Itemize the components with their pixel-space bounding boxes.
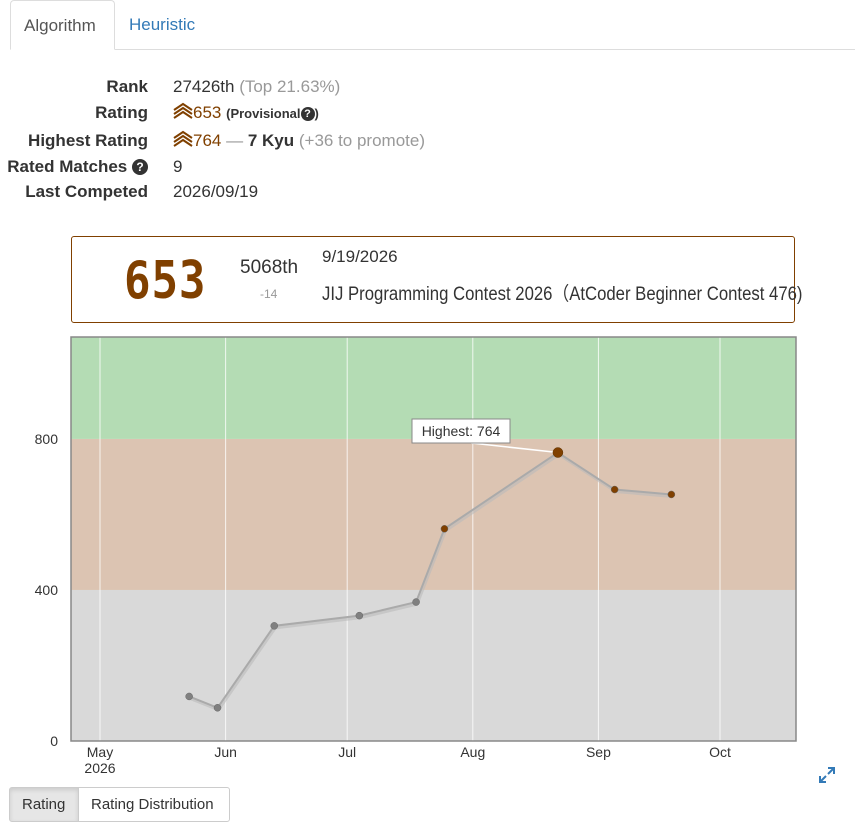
y-tick-label: 400	[35, 582, 59, 598]
highest-rating-value: 764 — 7 Kyu (+36 to promote)	[173, 128, 425, 154]
y-tick-label: 800	[35, 431, 59, 447]
rating-band-0	[71, 589, 796, 741]
x-tick-label: May	[87, 744, 113, 760]
provisional-note: (Provisional?)	[226, 106, 319, 121]
rank-top-percent: (Top 21.63%)	[239, 77, 341, 96]
annotation-label: Highest: 764	[422, 423, 501, 439]
rank-row: Rank 27426th (Top 21.63%)	[0, 74, 855, 100]
y-tick-label: 0	[50, 733, 58, 749]
data-point	[610, 485, 619, 494]
rank-label: Rank	[106, 77, 148, 96]
rating-value: 653 (Provisional?)	[173, 100, 319, 127]
rating-row: Rating 653 (Provisional?)	[0, 100, 855, 126]
data-point	[270, 622, 278, 630]
data-point	[355, 611, 364, 620]
x-tick-label: Jul	[338, 744, 356, 760]
provisional-close: )	[314, 106, 319, 121]
highest-rating-label: Highest Rating	[28, 131, 148, 150]
data-point	[667, 490, 676, 499]
annotation-box	[411, 418, 511, 444]
rating-button[interactable]: Rating	[9, 787, 79, 822]
status-rating-diff: -14	[260, 287, 278, 301]
tab-algorithm[interactable]: Algorithm	[10, 0, 115, 50]
expand-icon[interactable]	[818, 766, 836, 784]
status-contest-date: 9/19/2026	[322, 247, 398, 266]
tab-bar: Algorithm Heuristic	[10, 0, 855, 50]
annotation-leader	[470, 442, 558, 454]
rating-distribution-button[interactable]: Rating Distribution	[78, 787, 230, 822]
rating-number: 653	[193, 103, 222, 122]
x-tick-label: Jun	[214, 744, 237, 760]
status-rating: 653	[124, 251, 207, 311]
status-contest-name[interactable]: JIJ Programming Contest 2026（AtCoder Beg…	[322, 284, 803, 305]
highest-rating-row: Highest Rating 764 — 7 Kyu (+36 to promo…	[0, 128, 855, 154]
plot-border	[70, 336, 797, 742]
rank-chevron-icon	[173, 130, 193, 147]
tab-heuristic[interactable]: Heuristic	[129, 15, 196, 34]
data-point	[185, 692, 193, 701]
status-place: 5068th	[240, 257, 299, 278]
rank-number: 27426th	[173, 77, 235, 96]
highest-kyu: 7 Kyu	[247, 131, 295, 150]
highest-separator: —	[221, 131, 248, 150]
x-tick-label: 2026	[84, 760, 115, 776]
rating-label: Rating	[95, 103, 148, 122]
help-icon[interactable]: ?	[300, 107, 315, 121]
highest-rating-number: 764	[193, 131, 222, 150]
x-tick-label: Sep	[586, 744, 611, 760]
provisional-label: (Provisional	[226, 106, 301, 121]
rating-band-1	[71, 438, 796, 590]
contest-status-box: 653 5068th -14 9/19/2026 JIJ Programming…	[71, 236, 802, 323]
promote-note: (+36 to promote)	[298, 131, 426, 150]
help-icon[interactable]: ?	[132, 159, 148, 175]
rated-matches-label: Rated Matches ?	[7, 154, 148, 180]
rated-matches-row: Rated Matches ? 9	[0, 154, 855, 180]
rank-chevron-icon	[173, 102, 193, 119]
rank-value: 27426th (Top 21.63%)	[173, 74, 340, 100]
data-point	[552, 447, 564, 458]
rated-matches-text: Rated Matches	[7, 157, 128, 176]
x-tick-label: Aug	[460, 744, 485, 760]
last-competed-value: 2026/09/19	[173, 182, 259, 201]
rated-matches-value: 9	[173, 157, 183, 176]
x-tick-label: Oct	[709, 744, 731, 760]
last-competed-label: Last Competed	[25, 182, 148, 201]
data-point	[213, 704, 222, 712]
data-point	[440, 525, 449, 533]
last-competed-row: Last Competed 2026/09/19	[0, 179, 855, 205]
data-point	[412, 598, 420, 606]
